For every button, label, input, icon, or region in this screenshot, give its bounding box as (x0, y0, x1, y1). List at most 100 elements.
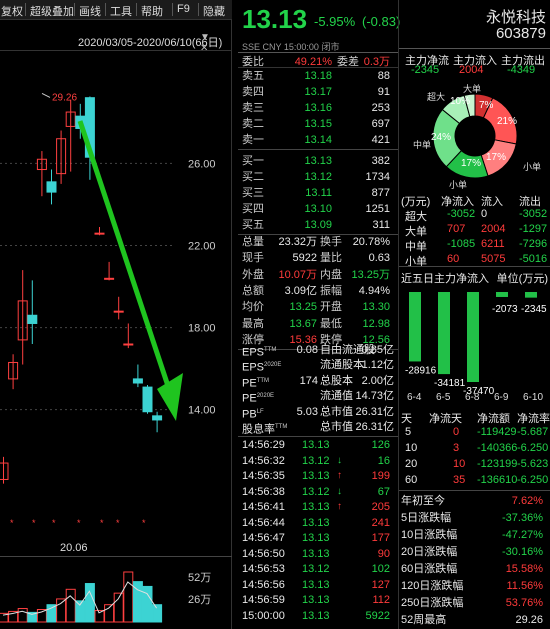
bids-row[interactable]: 买三 13.11 877 (242, 185, 398, 201)
flow-cell: 大单 (405, 226, 427, 238)
five-day-bar (409, 292, 421, 362)
stat-label: 现手 (242, 252, 264, 265)
pie-slice (463, 93, 476, 118)
tick-price: 13.12 (302, 485, 330, 498)
stock-name: 永悦科技 (485, 9, 546, 26)
fund-sup: TTM (264, 347, 277, 353)
toolbar: 复权 超级叠加 画线 工具 帮助 F9 隐藏 (0, 0, 232, 20)
toolbar-4[interactable]: 帮助 (141, 6, 163, 18)
weicha-label: 委差 (337, 56, 359, 68)
asks-row[interactable]: 卖三 13.16 253 (242, 100, 398, 116)
toolbar-5[interactable]: F9 (177, 3, 190, 15)
bids-row[interactable]: 买四 13.10 1251 (242, 201, 398, 217)
asks-row[interactable]: 卖一 13.14 421 (242, 132, 398, 148)
max-pointer (41, 93, 51, 98)
stat-value-2: 12.56 (362, 333, 390, 346)
asks-row[interactable]: 卖四 13.17 91 (242, 84, 398, 100)
tick-row: 14:56:50 13.13 90 (242, 546, 398, 562)
fund-value-2: 1.12亿 (361, 359, 394, 372)
fund-value-2: 26.31亿 (355, 405, 394, 418)
tick-time: 14:56:29 (242, 439, 285, 451)
toolbar-1[interactable]: 超级叠加 (30, 6, 74, 18)
five-day-title: 近五日主力净流入 (401, 273, 489, 285)
performance-row: 20日涨跌幅 -30.16% (401, 544, 547, 560)
bids-row[interactable]: 买五 13.09 311 (242, 217, 398, 233)
stat-value-2: 13.30 (362, 301, 390, 314)
fund-value-2: 0.85亿 (361, 344, 394, 356)
stat-value-2: 12.98 (362, 317, 390, 330)
pie-pct: 24% (431, 132, 451, 143)
performance-row: 120日涨跌幅 11.56% (401, 578, 547, 594)
period-cell: -6.250 (517, 474, 549, 486)
perf-label: 年初至今 (401, 495, 445, 507)
signal-marker: * (100, 518, 104, 528)
flow-head-label: 主力净流 (405, 55, 449, 67)
tick-row: 15:00:00 13.13 5922 (242, 608, 398, 624)
flow-head-label: 主力流入 (453, 55, 497, 67)
flow-head-label: 主力流出 (501, 55, 545, 67)
tick-time: 14:56:35 (242, 470, 285, 482)
level-label: 卖二 (242, 118, 264, 130)
level-volume: 382 (371, 155, 390, 167)
divider (238, 349, 398, 351)
stat-label: 均价 (242, 301, 264, 314)
pie-label: 小单 (523, 161, 541, 172)
tick-direction-icon: ↑ (337, 501, 342, 512)
candle-body (94, 232, 105, 235)
stat-value-2: 4.94% (358, 284, 390, 297)
bids-row[interactable]: 买一 13.13 382 (242, 153, 398, 169)
tick-time: 14:56:56 (242, 578, 285, 591)
tick-price: 13.13 (302, 501, 330, 513)
bids-row[interactable]: 买二 13.12 1734 (242, 169, 398, 185)
flow-cell: 0 (481, 208, 488, 220)
range-toggle[interactable]: ▼ ✕ (200, 32, 210, 54)
divider (238, 234, 398, 235)
flow-cell: -3052 (519, 208, 548, 220)
five-day-bar (525, 292, 537, 298)
tick-price: 13.13 (302, 547, 330, 560)
pie-slice (480, 139, 517, 177)
toolbar-3[interactable]: 工具 (110, 6, 132, 18)
stat-row: 总量 23.32万 换手 20.78% (242, 234, 398, 250)
tick-price: 13.12 (302, 563, 330, 575)
pie-label: 小单 (449, 179, 467, 190)
period-cell: -5.623 (517, 458, 549, 470)
asks-row[interactable]: 卖五 13.18 88 (242, 68, 398, 84)
toolbar-2[interactable]: 画线 (79, 6, 101, 18)
signal-marker: * (77, 518, 81, 528)
volume-bar (113, 592, 124, 623)
pie-slice (432, 108, 463, 168)
perf-label: 52周最高 (401, 614, 447, 626)
fundamental-row: PBLF 5.03 总市值 26.31亿 (242, 404, 398, 421)
level-volume: 1251 (365, 203, 390, 215)
toolbar-6[interactable]: 隐藏 (203, 6, 225, 18)
five-day-date: 6-9 (494, 392, 509, 403)
weibi-value: 49.21% (294, 56, 332, 68)
asks-row[interactable]: 卖二 13.15 697 (242, 116, 398, 132)
fund-label-2: 总股本 (320, 374, 353, 387)
perf-label: 60日涨跌幅 (401, 563, 458, 575)
volume-bar (94, 609, 105, 623)
tick-volume: 205 (371, 501, 390, 513)
period-cell: -136610 (477, 474, 518, 486)
fund-value: 174 (299, 374, 318, 387)
candle-body (46, 181, 57, 193)
period-cell: 0 (453, 426, 460, 438)
stat-value: 13.25 (289, 301, 317, 314)
level-label: 卖五 (242, 70, 264, 82)
divider (238, 67, 398, 68)
volume-bar (104, 604, 115, 623)
fund-sup: TTM (275, 424, 288, 430)
change-pct: -5.95% (314, 14, 356, 29)
level-volume: 253 (371, 102, 390, 114)
perf-value: -30.16% (502, 546, 543, 558)
tick-row: 14:56:32 13.12 ↓ 16 (242, 453, 398, 469)
stat-value: 10.07万 (278, 268, 317, 281)
toolbar-0[interactable]: 复权 (1, 6, 23, 18)
stat-value-2: 13.25万 (351, 268, 390, 281)
stat-label-2: 量比 (320, 252, 342, 265)
flow-cell: -5016 (519, 253, 548, 265)
fund-value: 5.03 (296, 405, 318, 418)
perf-value: 7.62% (511, 495, 543, 507)
